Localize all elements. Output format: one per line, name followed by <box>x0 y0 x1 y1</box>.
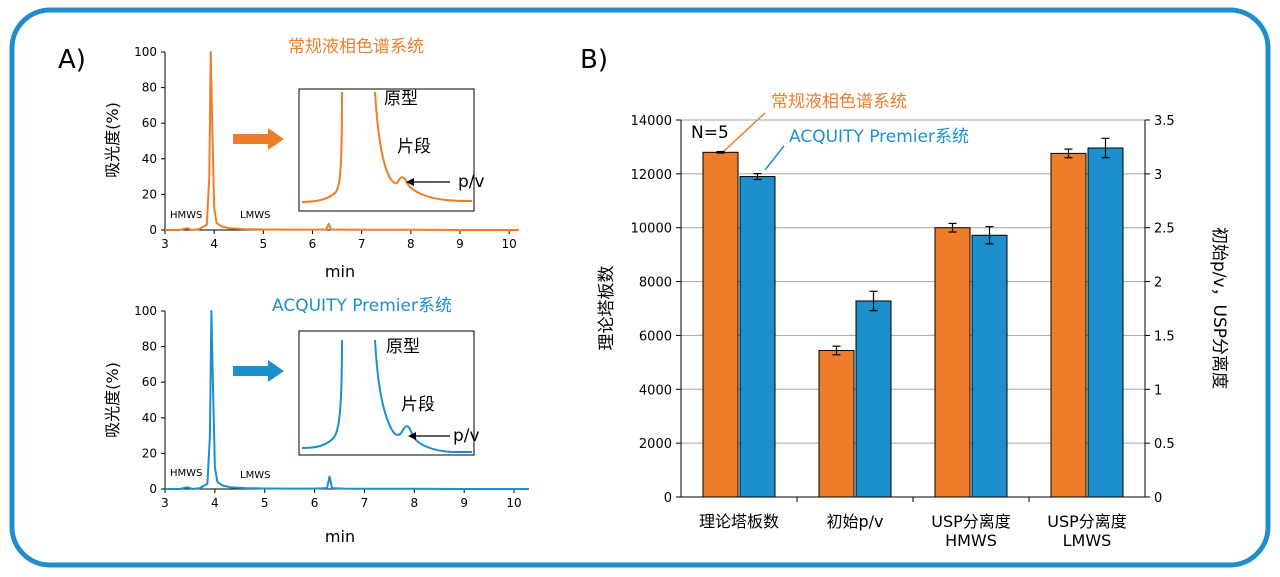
bar-orange <box>934 227 971 498</box>
panel-a-label: A) <box>58 45 86 75</box>
chromatogram-orange-ylabel: 吸光度(%) <box>103 102 122 178</box>
chromatogram-orange: 常规液相色谱系统 吸光度(%) min HMWS LMWS 原型 片段 p/v … <box>103 37 519 281</box>
chromatogram-orange-trace <box>165 51 519 231</box>
bar-chart-right-tick-label: 3 <box>1154 168 1162 183</box>
bar-chart-right-tick-label: 0.5 <box>1154 437 1175 452</box>
chromatogram-orange-title: 常规液相色谱系统 <box>288 37 424 57</box>
bar-chart-left-tick-label: 0 <box>664 491 672 506</box>
bar-blue <box>971 234 1008 498</box>
bar-chart-left-ylabel: 理论塔板数 <box>597 266 617 351</box>
bar-chart-left-tick-label: 14000 <box>631 114 672 129</box>
chromatogram-orange-x-tick-label: 5 <box>260 237 268 251</box>
chromatogram-blue-x-tick-label: 7 <box>361 496 369 510</box>
chromatogram-blue-x-tick-label: 9 <box>460 496 468 510</box>
chromatogram-orange-y-tick-label: 0 <box>149 223 157 237</box>
chromatogram-orange-x-tick-label: 8 <box>407 237 415 251</box>
arrow-right-icon-blue <box>233 360 284 382</box>
chromatogram-blue-x-tick-label: 8 <box>410 496 418 510</box>
inset-blue-pv-label: p/v <box>453 426 480 446</box>
inset-orange: 原型 片段 p/v <box>298 88 485 212</box>
bar-chart-right-tick-label: 0 <box>1154 491 1162 506</box>
bar-chart-right-tick-label: 1 <box>1154 383 1162 398</box>
chromatogram-orange-y-tick-label: 60 <box>142 116 157 130</box>
bar-orange <box>1050 152 1087 498</box>
bar-chart-left-tick-label: 6000 <box>639 329 672 344</box>
bar-chart-right-tick-label: 3.5 <box>1154 114 1175 129</box>
bar-chart-category-label: 初始p/v <box>826 512 883 531</box>
bar-blue <box>1087 147 1124 498</box>
legend-blue: ACQUITY Premier系统 <box>789 127 969 147</box>
chromatogram-orange-y-tick-label: 100 <box>134 45 157 59</box>
bar-chart-note: N=5 <box>691 123 729 143</box>
chromatogram-orange-x-tick-label: 6 <box>309 237 317 251</box>
chromatogram-blue-x-tick-label: 5 <box>261 496 269 510</box>
bar-chart-left-tick-label: 12000 <box>631 168 672 183</box>
legend-blue-leader <box>764 145 785 171</box>
chromatogram-blue-y-tick-label: 60 <box>142 375 157 389</box>
bar-chart-category-label: LMWS <box>1063 531 1112 550</box>
inset-orange-main-label: 原型 <box>384 89 418 109</box>
chromatogram-blue: ACQUITY Premier系统 吸光度(%) min HMWS LMWS 原… <box>103 296 529 546</box>
chromatogram-orange-x-tick-label: 10 <box>502 237 517 251</box>
bar-chart-right-tick-label: 1.5 <box>1154 329 1175 344</box>
panel-b-label: B) <box>580 45 608 75</box>
chromatogram-orange-x-tick-label: 9 <box>456 237 464 251</box>
chromatogram-orange-y-tick-label: 40 <box>142 152 157 166</box>
bar-chart-left-tick-label: 4000 <box>639 383 672 398</box>
bar-orange <box>818 350 855 498</box>
inset-orange-frame <box>298 88 475 212</box>
chromatogram-blue-trace <box>165 310 529 490</box>
bar-chart-left-tick-label: 8000 <box>639 276 672 291</box>
chromatogram-blue-x-tick-label: 10 <box>506 496 521 510</box>
chromatogram-blue-x-tick-label: 4 <box>211 496 219 510</box>
bar-chart: 理论塔板数 初始p/v，USP分离度 N=5 常规液相色谱系统 ACQUITY … <box>597 92 1229 550</box>
chromatogram-orange-x-tick-label: 7 <box>358 237 366 251</box>
chromatogram-blue-x-tick-label: 3 <box>161 496 169 510</box>
bar-chart-category-label: USP分离度 <box>931 512 1011 531</box>
bar-orange <box>702 151 739 498</box>
chromatogram-orange-x-tick-label: 4 <box>210 237 218 251</box>
inset-blue-pv-arrowhead <box>408 432 416 440</box>
legend-orange: 常规液相色谱系统 <box>771 92 907 112</box>
hmws-label-orange: HMWS <box>170 210 202 221</box>
bar-blue <box>855 300 892 498</box>
inset-blue-frag-label: 片段 <box>401 395 435 415</box>
inset-orange-pv-label: p/v <box>458 172 485 192</box>
bar-chart-left-tick-label: 2000 <box>639 437 672 452</box>
inset-orange-trace <box>301 91 473 203</box>
chromatogram-blue-y-tick-label: 80 <box>142 340 157 354</box>
inset-blue-trace <box>301 339 472 453</box>
chromatogram-orange-x-tick-label: 3 <box>161 237 169 251</box>
arrow-right-icon-orange <box>233 128 284 150</box>
bar-blue <box>739 176 776 498</box>
lmws-label-orange: LMWS <box>240 210 270 221</box>
chromatogram-blue-y-tick-label: 40 <box>142 411 157 425</box>
inset-orange-pv-arrowhead <box>406 178 414 186</box>
chromatogram-blue-y-tick-label: 0 <box>149 482 157 496</box>
inset-blue-main-label: 原型 <box>386 337 420 357</box>
bar-chart-left-tick-label: 10000 <box>631 222 672 237</box>
lmws-label-blue: LMWS <box>240 470 270 481</box>
inset-blue: 原型 片段 p/v <box>298 330 480 456</box>
chromatogram-orange-y-tick-label: 20 <box>142 187 157 201</box>
bar-chart-category-label: USP分离度 <box>1047 512 1127 531</box>
chromatogram-orange-y-tick-label: 80 <box>142 81 157 95</box>
bar-chart-category-label: HMWS <box>945 531 997 550</box>
bar-chart-right-tick-label: 2 <box>1154 276 1162 291</box>
chromatogram-blue-x-tick-label: 6 <box>311 496 319 510</box>
chromatogram-blue-ylabel: 吸光度(%) <box>103 362 122 438</box>
chromatogram-blue-y-tick-label: 100 <box>134 304 157 318</box>
bar-chart-right-ylabel: 初始p/v，USP分离度 <box>1209 227 1229 389</box>
hmws-label-blue: HMWS <box>170 468 202 479</box>
bar-chart-right-tick-label: 2.5 <box>1154 222 1175 237</box>
chromatogram-blue-y-tick-label: 20 <box>142 446 157 460</box>
chromatogram-orange-xlabel: min <box>325 262 355 281</box>
chromatogram-blue-xlabel: min <box>325 527 355 546</box>
bar-chart-category-label: 理论塔板数 <box>699 512 779 531</box>
inset-blue-frame <box>298 330 475 456</box>
chromatogram-blue-title: ACQUITY Premier系统 <box>272 296 452 316</box>
inset-orange-frag-label: 片段 <box>397 137 431 157</box>
